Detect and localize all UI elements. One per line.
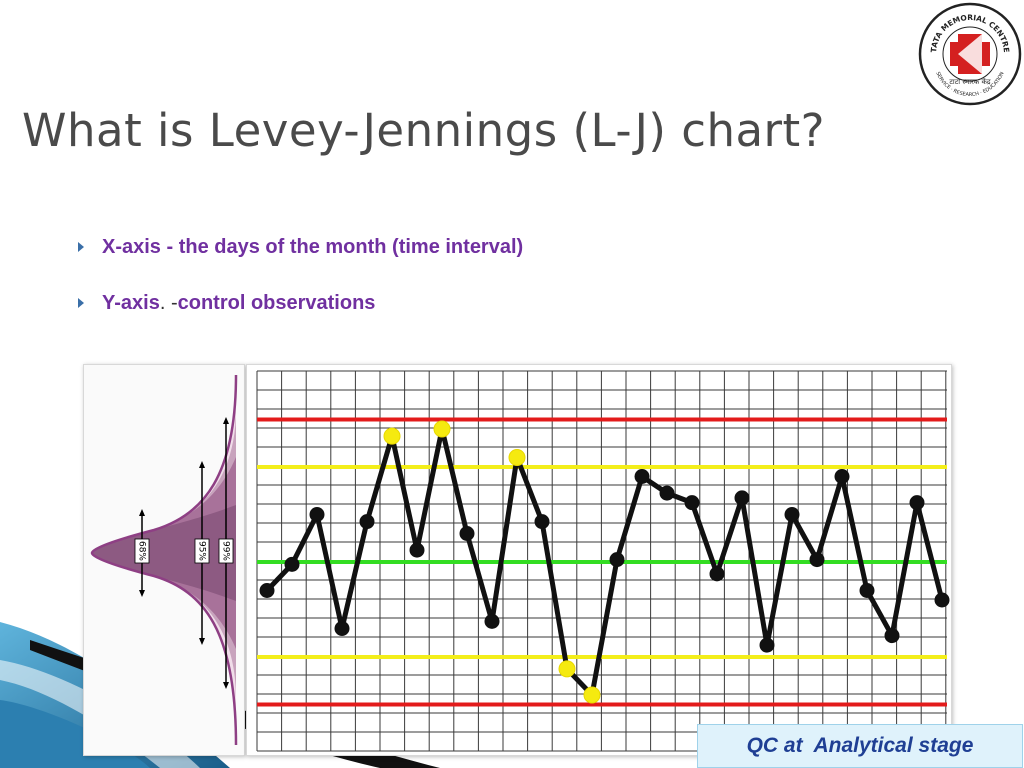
slide-title: What is Levey-Jennings (L-J) chart? bbox=[22, 104, 826, 157]
data-point bbox=[609, 552, 625, 568]
band-label-99: 99% bbox=[218, 538, 234, 564]
bullet-text: X-axis - the days of the month (time int… bbox=[102, 235, 524, 258]
data-point bbox=[284, 556, 300, 572]
data-point bbox=[259, 583, 275, 598]
data-point-warning bbox=[583, 686, 601, 704]
data-point bbox=[859, 583, 875, 598]
data-point bbox=[334, 621, 350, 636]
data-point bbox=[909, 495, 925, 511]
bullet-text-observations: control observations bbox=[177, 291, 376, 314]
data-point bbox=[809, 552, 825, 568]
series-points bbox=[259, 420, 950, 704]
data-point bbox=[659, 485, 675, 501]
normal-distribution-figure: 68% 95% 99% bbox=[90, 374, 238, 746]
data-point bbox=[534, 514, 550, 530]
bullet-arrow-icon bbox=[78, 298, 84, 308]
data-point bbox=[409, 542, 425, 558]
tata-memorial-centre-logo: TATA MEMORIAL CENTRE टाटा स्मारक केंद्र … bbox=[918, 2, 1022, 106]
data-point bbox=[684, 495, 700, 511]
normal-distribution-panel: 68% 95% 99% bbox=[83, 364, 245, 756]
data-point bbox=[359, 514, 375, 530]
bullet-arrow-icon bbox=[78, 242, 84, 252]
data-point bbox=[884, 628, 900, 644]
data-point-warning bbox=[433, 420, 451, 438]
series-line bbox=[265, 426, 945, 698]
bullet-x-axis: X-axis - the days of the month (time int… bbox=[78, 232, 523, 262]
footer-label: QC at Analytical stage bbox=[746, 734, 974, 757]
lj-chart-panel bbox=[246, 364, 952, 756]
bullet-list: X-axis - the days of the month (time int… bbox=[78, 232, 523, 344]
data-point-warning bbox=[558, 660, 576, 678]
data-point bbox=[484, 613, 500, 629]
data-point-warning bbox=[383, 427, 401, 445]
reference-lines bbox=[257, 417, 947, 707]
data-point bbox=[834, 469, 850, 484]
data-point bbox=[634, 469, 650, 484]
data-point bbox=[459, 526, 475, 541]
footer-label-box: QC at Analytical stage bbox=[697, 724, 1023, 768]
logo-hindi-text: टाटा स्मारक केंद्र bbox=[949, 77, 990, 86]
svg-text:99%: 99% bbox=[221, 541, 231, 561]
band-label-95: 95% bbox=[194, 538, 210, 564]
data-point bbox=[934, 592, 950, 608]
svg-text:95%: 95% bbox=[197, 541, 207, 561]
bullet-text-yaxis: Y-axis bbox=[102, 291, 160, 314]
bullet-y-axis: Y-axis . - control observations bbox=[78, 288, 523, 318]
data-point bbox=[734, 490, 750, 506]
svg-text:68%: 68% bbox=[137, 541, 147, 561]
data-point-warning bbox=[508, 449, 526, 466]
band-label-68: 68% bbox=[134, 538, 150, 564]
data-point bbox=[709, 566, 725, 582]
data-point bbox=[784, 507, 800, 522]
data-point bbox=[309, 507, 325, 522]
bullet-text-sep: . - bbox=[159, 291, 178, 314]
levey-jennings-chart bbox=[247, 365, 951, 755]
series-lines bbox=[265, 426, 945, 698]
data-point bbox=[759, 637, 775, 653]
